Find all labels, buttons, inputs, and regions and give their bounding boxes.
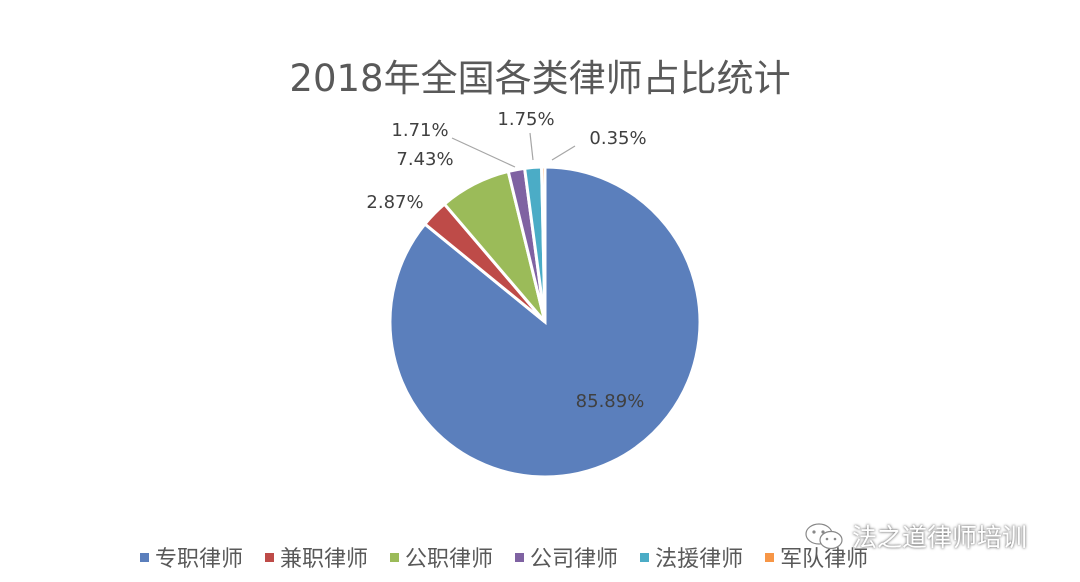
data-label-3: 7.43% xyxy=(396,149,453,170)
legend-item: 专职律师 xyxy=(140,541,243,573)
legend-swatch xyxy=(515,552,525,562)
leader-line-4 xyxy=(451,137,516,168)
legend-label: 公职律师 xyxy=(405,547,494,572)
leader-line-5 xyxy=(529,132,534,161)
legend-item: 公司律师 xyxy=(515,541,618,573)
wechat-icon xyxy=(805,523,843,550)
legend-label: 专职律师 xyxy=(155,547,244,572)
data-label-5: 1.75% xyxy=(497,109,554,130)
data-label-4: 1.71% xyxy=(391,120,448,141)
chart-title: 2018年全国各类律师占比统计 xyxy=(289,57,791,100)
legend-item: 兼职律师 xyxy=(265,541,368,573)
watermark: 法之道律师培训 xyxy=(804,518,1027,554)
chart-legend: 专职律师 兼职律师 公职律师 公司律师 法援律师 军队律师 xyxy=(140,542,890,572)
data-label-1: 85.89% xyxy=(576,391,645,412)
legend-item: 法援律师 xyxy=(640,541,743,573)
legend-label: 军队律师 xyxy=(780,547,869,572)
legend-label: 法援律师 xyxy=(655,547,744,572)
legend-swatch xyxy=(265,552,275,562)
data-label-6: 0.35% xyxy=(589,128,646,149)
legend-swatch xyxy=(140,552,149,562)
legend-item: 公职律师 xyxy=(390,541,493,573)
legend-swatch xyxy=(765,552,775,562)
legend-item: 军队律师 xyxy=(765,541,868,573)
pie-slice-6 xyxy=(540,165,547,323)
leader-line-6 xyxy=(551,145,576,161)
watermark-text: 法之道律师培训 xyxy=(852,523,1028,552)
legend-label: 兼职律师 xyxy=(280,547,369,572)
legend-swatch xyxy=(390,552,400,562)
data-label-2: 2.87% xyxy=(366,192,423,213)
legend-swatch xyxy=(640,552,650,562)
legend-label: 公司律师 xyxy=(530,547,619,572)
